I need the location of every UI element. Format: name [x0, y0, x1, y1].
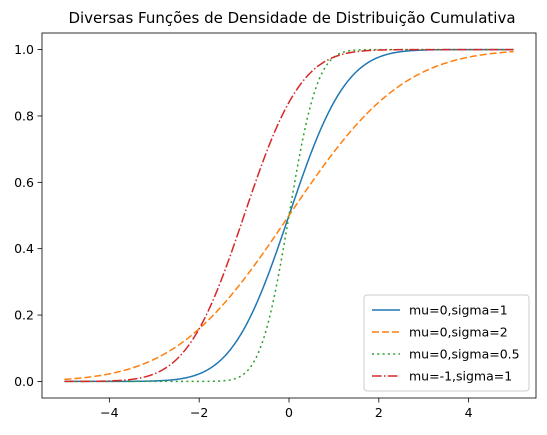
y-tick-label: 0.0 — [14, 374, 34, 389]
axes-layer: −4 −2 0 2 4 0.0 0.2 0.4 0.6 0.8 1.0 — [14, 32, 537, 420]
x-tick-label: −2 — [190, 405, 208, 420]
series-layer — [64, 48, 514, 383]
legend-box — [363, 294, 530, 392]
y-tick-label: 0.6 — [14, 175, 34, 190]
series-line-4 — [64, 48, 514, 383]
legend-label-3: mu=0,sigma=0.5 — [409, 347, 520, 362]
x-tick-label: 0 — [285, 405, 293, 420]
y-tick-label: 0.8 — [14, 108, 34, 123]
x-tick-label: −4 — [100, 405, 118, 420]
legend: mu=0,sigma=1 mu=0,sigma=2 mu=0,sigma=0.5 mu… — [363, 294, 530, 392]
legend-label-4: mu=-1,sigma=1 — [409, 369, 512, 384]
y-tick-label: 1.0 — [14, 42, 34, 57]
legend-label-2: mu=0,sigma=2 — [409, 325, 508, 340]
legend-label-1: mu=0,sigma=1 — [409, 303, 508, 318]
series-line-2 — [64, 50, 514, 381]
x-tick-label: 2 — [375, 405, 383, 420]
chart-title: Diversas Funções de Densidade de Distrib… — [68, 9, 515, 27]
series-line-3 — [64, 48, 514, 383]
x-tick-label: 4 — [465, 405, 473, 420]
y-tick-label: 0.4 — [14, 241, 34, 256]
y-tick-label: 0.2 — [14, 308, 34, 323]
